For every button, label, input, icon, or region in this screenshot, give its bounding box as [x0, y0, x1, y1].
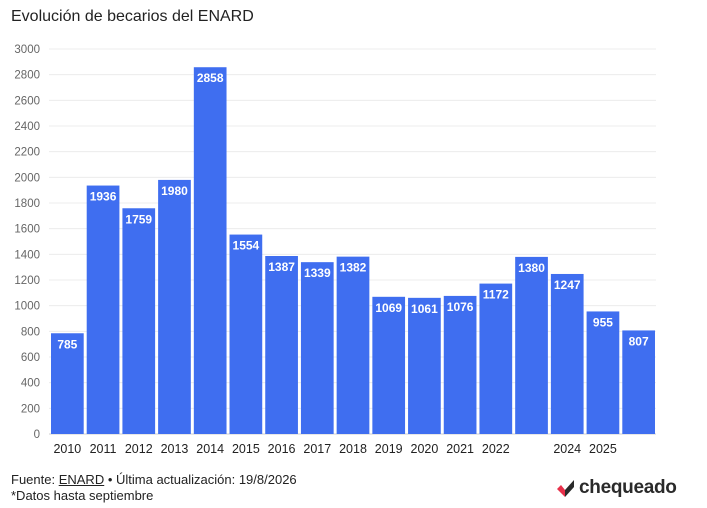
y-tick-label: 2600 [14, 95, 40, 107]
y-tick-label: 0 [34, 429, 40, 441]
bar-chart: 0 200 400 600 800 1000 1200 1400 1600 1800 2000 220… [14, 44, 656, 456]
x-tick-label: 2018 [339, 442, 367, 456]
y-tick-label: 400 [21, 378, 40, 390]
bar[interactable] [550, 273, 584, 434]
source-line: Fuente: ENARD • Última actualización: 19… [11, 472, 297, 488]
bar[interactable] [336, 256, 370, 434]
bar[interactable] [229, 234, 263, 434]
x-tick-label: 2016 [268, 442, 296, 456]
x-tick-label: 2011 [90, 442, 117, 456]
data-label: 1076 [447, 300, 474, 314]
data-label: 1554 [233, 239, 260, 253]
x-tick-label: 2022 [482, 442, 510, 456]
bar[interactable] [193, 67, 227, 435]
bar[interactable] [443, 295, 477, 434]
data-label: 785 [57, 337, 77, 351]
y-tick-label: 2000 [14, 172, 40, 184]
data-label: 1980 [161, 184, 188, 198]
data-label: 2858 [197, 71, 224, 85]
bar[interactable] [300, 262, 334, 434]
data-label: 1247 [554, 278, 581, 292]
bar[interactable] [158, 179, 191, 434]
data-label: 955 [593, 315, 613, 329]
data-label: 1380 [518, 261, 545, 275]
x-tick-label: 2014 [196, 442, 224, 456]
x-tick-label: 2020 [411, 442, 439, 456]
bar[interactable] [122, 208, 156, 434]
x-tick-label: 2025 [589, 442, 617, 456]
data-labels: 785 1936 1759 1980 2858 1554 1387 1339 1382 1069 1… [57, 71, 649, 351]
source-prefix: Fuente: [11, 472, 59, 487]
x-tick-label: 2015 [232, 442, 260, 456]
x-tick-label: 2013 [161, 442, 189, 456]
y-axis-ticks: 0 200 400 600 800 1000 1200 1400 1600 1800 2000 220… [14, 44, 40, 441]
data-label: 1382 [340, 261, 367, 275]
bar[interactable] [51, 333, 84, 434]
y-tick-label: 1000 [14, 301, 40, 313]
y-tick-label: 1200 [14, 275, 40, 287]
x-tick-label: 2024 [553, 442, 581, 456]
chequeado-check-icon [557, 480, 574, 497]
y-tick-label: 2800 [14, 70, 40, 82]
logo-text: chequeado [579, 477, 677, 498]
data-label: 1936 [90, 190, 117, 204]
data-label: 1759 [125, 212, 152, 226]
y-tick-label: 1400 [14, 249, 40, 261]
bar[interactable] [86, 185, 120, 434]
chart-title: Evolución de becarios del ENARD [11, 8, 254, 25]
chart-footer: Fuente: ENARD • Última actualización: 19… [11, 472, 297, 504]
bars [51, 67, 655, 435]
source-suffix: • Última actualización: 19/8/2026 [104, 472, 297, 487]
x-tick-label: 2017 [303, 442, 331, 456]
y-tick-label: 2400 [14, 121, 40, 133]
y-tick-label: 1600 [14, 224, 40, 236]
bar[interactable] [622, 330, 655, 434]
bar[interactable] [372, 296, 406, 434]
y-tick-label: 3000 [14, 44, 40, 56]
y-tick-label: 600 [21, 352, 40, 364]
data-label: 1069 [375, 301, 402, 315]
y-tick-label: 2200 [14, 147, 40, 159]
x-tick-label: 2021 [446, 442, 474, 456]
x-tick-label: 2012 [125, 442, 153, 456]
data-label: 1339 [304, 266, 331, 280]
source-link[interactable]: ENARD [58, 472, 105, 487]
bar[interactable] [408, 297, 441, 434]
chequeado-logo: chequeado [556, 476, 677, 500]
y-tick-label: 1800 [14, 198, 40, 210]
x-axis-ticks: 2010 2011 2012 2013 2014 2015 2016 2017 2018 2019… [53, 442, 616, 456]
bar[interactable] [515, 256, 548, 434]
data-label: 1172 [483, 288, 509, 302]
y-tick-label: 200 [21, 403, 40, 415]
x-tick-label: 2019 [375, 442, 403, 456]
data-label: 807 [629, 334, 649, 348]
x-tick-label: 2010 [53, 442, 81, 456]
footnote: *Datos hasta septiembre [11, 488, 154, 503]
bar[interactable] [586, 311, 620, 434]
data-label: 1061 [411, 302, 438, 316]
y-tick-label: 800 [21, 326, 40, 338]
bar[interactable] [265, 256, 298, 434]
data-label: 1387 [268, 260, 295, 274]
bar[interactable] [479, 283, 513, 434]
